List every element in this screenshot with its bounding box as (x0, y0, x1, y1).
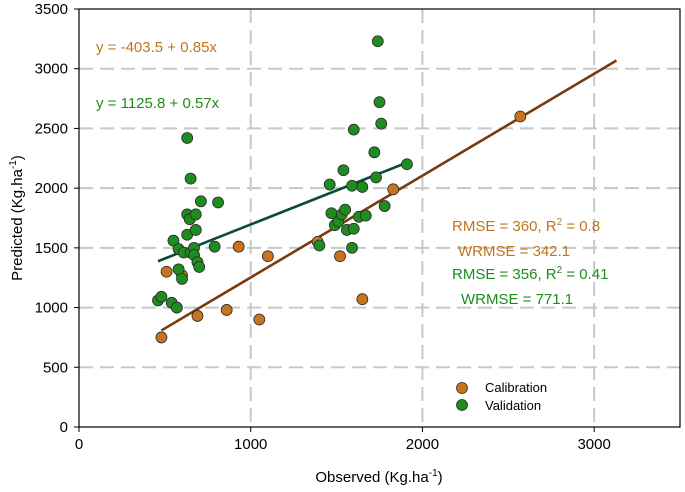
legend-calibration-marker (456, 382, 468, 394)
calibration-point (155, 331, 168, 344)
calibration-rmse-text: RMSE = 360, R (452, 218, 557, 235)
validation-rmse: RMSE = 356, R2 = 0.41 (452, 265, 609, 283)
y-tick-label: 1000 (35, 300, 68, 317)
validation-point (347, 123, 360, 136)
y-tick-label: 500 (43, 359, 68, 376)
y-tick-label: 2000 (35, 180, 68, 197)
validation-point (359, 209, 372, 222)
legend-validation-label: Validation (485, 398, 541, 413)
validation-point (368, 146, 381, 159)
legend-validation-marker (456, 399, 468, 411)
x-axis-title-sup: -1 (429, 468, 438, 479)
data-points (152, 35, 527, 344)
calibration-point (387, 183, 400, 196)
y-tick-label: 3500 (35, 1, 68, 18)
validation-equation: y = 1125.8 + 0.57x (96, 95, 220, 112)
y-tick-label: 0 (60, 419, 68, 436)
x-tick-label: 0 (75, 436, 83, 453)
validation-r2-value: = 0.41 (562, 266, 608, 283)
regression-lines (157, 59, 618, 332)
y-axis-title-sup: -1 (8, 160, 19, 169)
x-axis-title-close: ) (438, 469, 443, 486)
y-axis-title: Predicted (Kg.ha-1) (8, 155, 26, 281)
validation-point (155, 290, 168, 303)
validation-point (401, 158, 413, 171)
calibration-point (191, 310, 204, 322)
validation-point (313, 239, 326, 252)
validation-point (378, 200, 391, 212)
calibration-equation: y = -403.5 + 0.85x (96, 39, 217, 56)
calibration-r2-value: = 0.8 (562, 218, 600, 235)
validation-point (371, 35, 384, 48)
validation-rmse-text: RMSE = 356, R (452, 266, 557, 283)
legend-calibration-label: Calibration (485, 380, 547, 395)
calibration-point (514, 110, 527, 123)
validation-point (181, 132, 194, 144)
x-tick-label: 1000 (234, 436, 267, 453)
y-tick-label: 3000 (35, 61, 68, 78)
calibration-wrmse: WRMSE = 342.1 (458, 243, 570, 260)
x-tick-label: 3000 (577, 436, 610, 453)
plot-area-frame (78, 8, 681, 428)
calibration-point (253, 313, 266, 326)
validation-point (346, 241, 358, 254)
validation-point (193, 261, 206, 273)
validation-point (370, 171, 382, 184)
y-tick-label: 2500 (35, 120, 68, 137)
validation-point (176, 273, 188, 285)
validation-point (323, 178, 336, 191)
x-axis-title: Observed (Kg.ha-1) (315, 468, 442, 486)
calibration-point (356, 293, 369, 306)
calibration-point (334, 250, 346, 263)
validation-point (195, 195, 207, 208)
validation-point (208, 240, 221, 253)
validation-point (170, 301, 183, 314)
validation-point (347, 222, 360, 235)
validation-fit-line (157, 160, 410, 263)
validation-point (356, 181, 369, 193)
y-axis-title-main: Predicted (Kg.ha (9, 168, 26, 280)
calibration-point (160, 265, 173, 278)
validation-point (375, 117, 388, 130)
validation-point (189, 208, 202, 221)
calibration-fit-line (160, 59, 618, 332)
legend: Calibration Validation (456, 380, 547, 413)
axis-ticks: 0 1000 2000 3000 0 500 1000 1500 2000 2500 3000 350… (35, 1, 611, 453)
validation-r2-superscript: 2 (557, 265, 563, 276)
validation-point (184, 172, 197, 185)
calibration-rmse: RMSE = 360, R2 = 0.8 (452, 217, 600, 235)
y-tick-label: 1500 (35, 240, 68, 257)
calibration-point (220, 304, 233, 316)
calibration-point (232, 240, 245, 253)
validation-point (339, 203, 352, 216)
x-tick-label: 2000 (406, 436, 439, 453)
validation-point (212, 196, 224, 209)
x-axis-title-main: Observed (Kg.ha (315, 469, 429, 486)
calibration-r2-superscript: 2 (557, 217, 563, 228)
y-axis-title-close: ) (9, 155, 26, 160)
validation-point (373, 96, 386, 109)
validation-wrmse: WRMSE = 771.1 (461, 291, 573, 308)
validation-point (189, 224, 202, 236)
calibration-point (261, 250, 274, 263)
validation-point (337, 164, 350, 177)
validation-point (346, 179, 358, 192)
